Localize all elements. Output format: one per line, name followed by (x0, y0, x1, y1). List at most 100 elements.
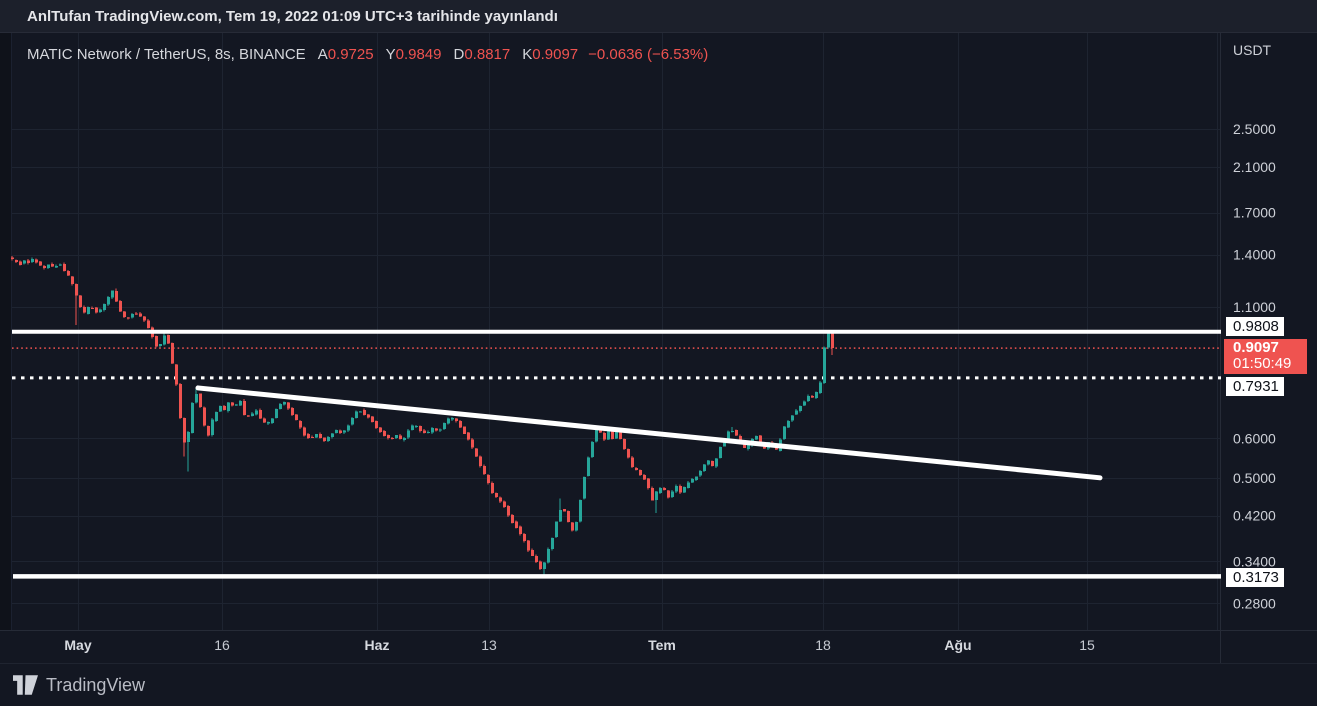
candle-down (635, 467, 638, 470)
candle-down (199, 393, 202, 407)
snapshot-header: AnlTufan TradingView.com, Tem 19, 2022 0… (0, 0, 1317, 33)
candle-down (19, 261, 22, 266)
candle-down (35, 259, 38, 263)
candle-down (567, 511, 570, 523)
bar-countdown: 01:50:49 (1233, 354, 1292, 372)
descending-trendline[interactable] (195, 385, 1103, 481)
candle-up (451, 418, 454, 420)
candle-up (191, 402, 194, 433)
candle-up (691, 478, 694, 483)
candle-up (347, 425, 350, 431)
snapshot-title: AnlTufan TradingView.com, Tem 19, 2022 0… (27, 7, 558, 25)
candle-up (55, 265, 58, 268)
candle-up (283, 402, 286, 405)
price-axis-unit: USDT (1233, 42, 1272, 58)
candle-down (127, 317, 130, 319)
candle-up (23, 260, 26, 264)
candle-down (611, 430, 614, 440)
candle-down (319, 434, 322, 438)
candle-up (715, 458, 718, 467)
candle-up (211, 419, 214, 436)
candle-up (159, 344, 162, 347)
footer-bar: TradingView (0, 663, 1317, 706)
candle-up (103, 303, 106, 310)
candle-up (659, 487, 662, 493)
candle-down (483, 465, 486, 475)
candle-down (367, 414, 370, 418)
candle-down (651, 487, 654, 501)
candle-up (615, 427, 618, 439)
candle-up (699, 471, 702, 476)
candle-up (131, 313, 134, 318)
candle-up (583, 477, 586, 499)
candle-down (631, 457, 634, 467)
price-change: −0.0636 (−6.53%) (588, 46, 709, 63)
candle-down (67, 270, 70, 276)
candle-wick (655, 490, 657, 514)
candle-up (683, 487, 686, 493)
candle-up (803, 401, 806, 406)
time-tick-label: May (64, 637, 91, 653)
candle-down (115, 290, 118, 302)
candle-wick (731, 427, 733, 433)
candle-down (495, 492, 498, 498)
candle-down (71, 276, 74, 285)
candle-down (419, 425, 422, 431)
candle-down (831, 333, 834, 349)
chart-legend: MATIC Network / TetherUS, 8s, BINANCE A0.… (27, 46, 709, 63)
time-axis[interactable] (0, 630, 1317, 663)
candle-up (439, 429, 442, 431)
candle-up (415, 425, 418, 427)
candle-down (339, 430, 342, 433)
candle-up (343, 430, 346, 433)
candle-down (375, 421, 378, 428)
candle-up (279, 404, 282, 409)
ohlc-high: Y0.9849 (385, 46, 442, 63)
candle-down (743, 442, 746, 448)
candle-up (707, 460, 710, 465)
last-price-value: 0.9097 (1233, 338, 1279, 356)
candle-up (547, 549, 550, 563)
candle-down (15, 259, 18, 262)
tradingview-logo-icon[interactable] (13, 675, 38, 695)
price-tick-label: 1.7000 (1233, 205, 1276, 221)
candle-up (687, 482, 690, 488)
axis-labels: USDT 2.5000 2.1000 1.7000 1.4000 1.1000 0.6000… (64, 42, 1276, 653)
candle-up (795, 410, 798, 415)
candle-up (111, 290, 114, 298)
time-tick-label: Ağu (944, 637, 971, 653)
ohlc-low: D0.8817 (453, 46, 511, 63)
candle-up (747, 444, 750, 450)
candle-up (675, 485, 678, 492)
candle-down (123, 311, 126, 317)
candle-up (551, 537, 554, 550)
candle-down (399, 435, 402, 439)
price-tick-label: 0.5000 (1233, 470, 1276, 486)
candle-up (59, 264, 62, 266)
price-level-badge-lower: 0.3173 (1226, 567, 1284, 587)
drawn-level-lines[interactable] (12, 329, 1221, 579)
time-tick-label: Haz (365, 637, 390, 653)
candle-up (107, 296, 110, 305)
candle-down (371, 416, 374, 422)
candlestick-chart[interactable]: USDT 2.5000 2.1000 1.7000 1.4000 1.1000 0.6000… (0, 0, 1317, 663)
time-tick-label: Tem (648, 637, 676, 653)
candle-down (539, 561, 542, 570)
candle-up (799, 406, 802, 412)
candle-down (83, 307, 86, 313)
candle-up (99, 309, 102, 313)
candle-down (383, 431, 386, 436)
candle-down (91, 307, 94, 309)
price-tick-label: 0.3400 (1233, 553, 1276, 569)
price-tick-label: 0.6000 (1233, 430, 1276, 446)
tradingview-brand-link[interactable]: TradingView (46, 674, 146, 695)
candle-up (271, 418, 274, 423)
candle-up (823, 347, 826, 383)
candle-up (267, 422, 270, 424)
price-tick-label: 1.4000 (1233, 247, 1276, 263)
candle-up (255, 410, 258, 415)
ohlc-close: K0.9097 (522, 46, 579, 63)
candle-up (719, 447, 722, 458)
candle-up (559, 509, 562, 522)
candle-up (655, 491, 658, 501)
